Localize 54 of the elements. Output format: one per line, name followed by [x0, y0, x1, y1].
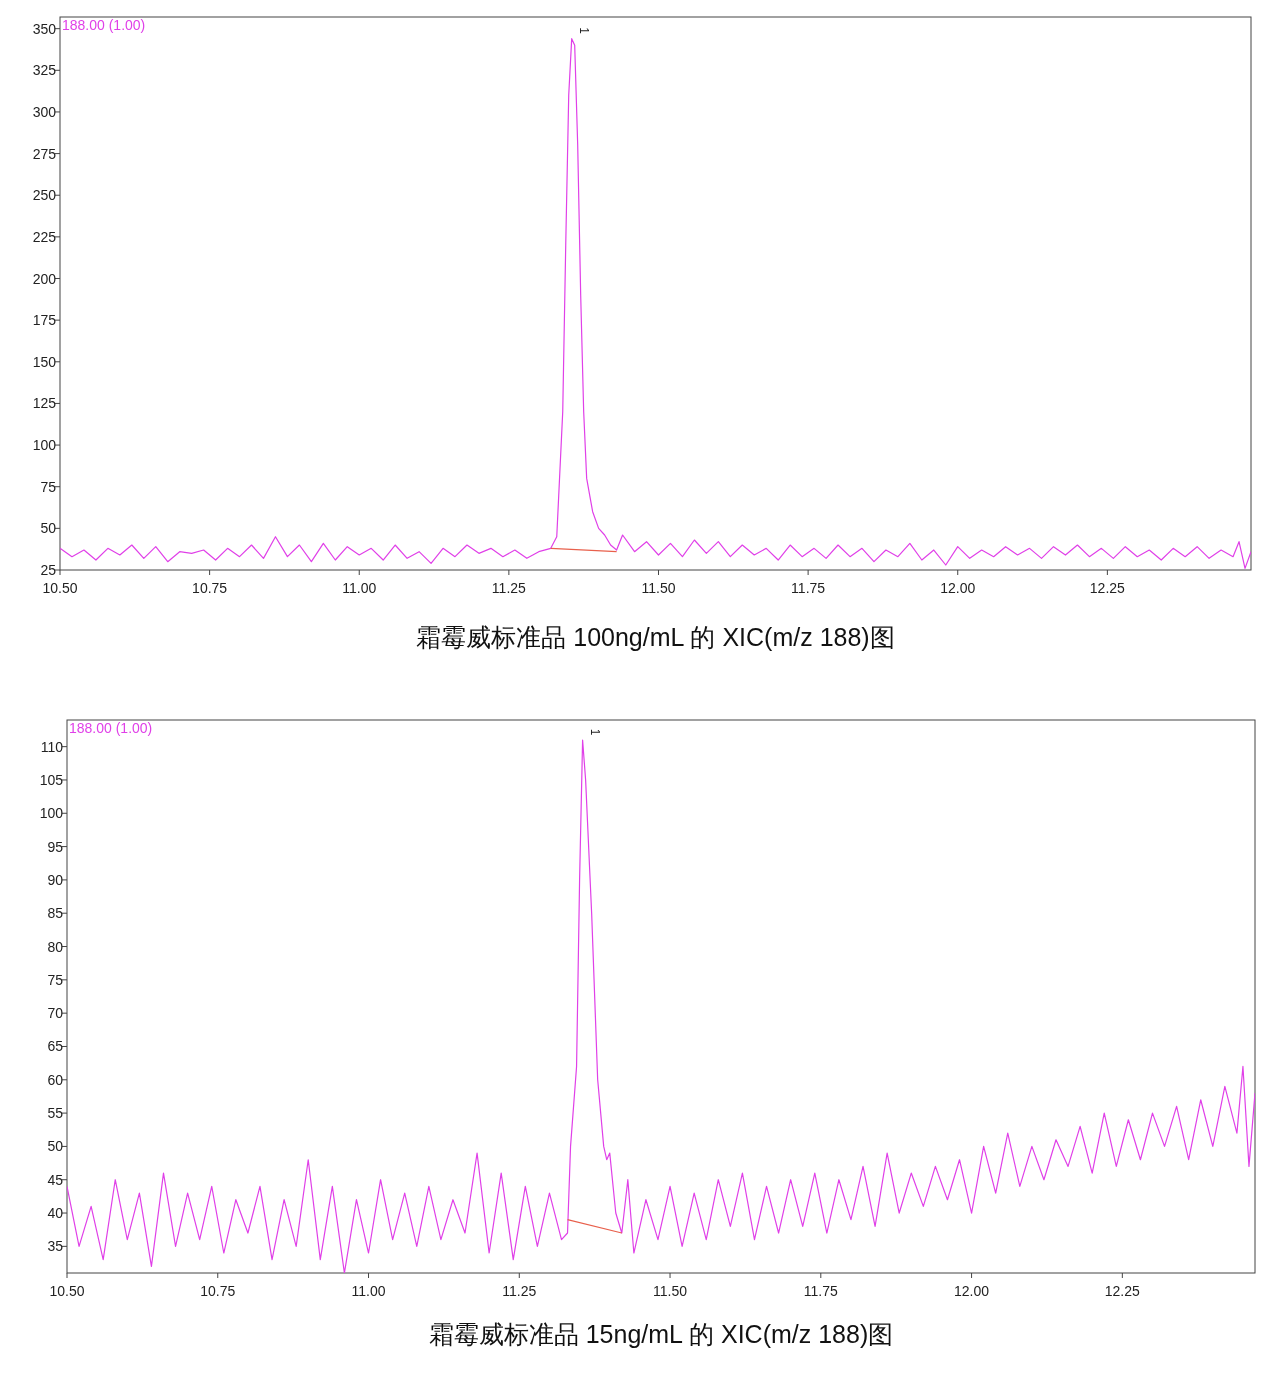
x-tick-label: 11.75 [791, 580, 826, 596]
line-series [60, 38, 1251, 569]
x-tick-label: 12.00 [940, 580, 976, 596]
x-tick-label: 10.50 [42, 580, 78, 596]
y-tick-label: 95 [47, 838, 64, 855]
x-tick-label: 10.75 [200, 1283, 236, 1299]
y-tick-label: 200 [32, 270, 57, 287]
text: 霜霉威标准品 15ng/mL 的 XIC(m/z 188)图 [428, 1320, 894, 1348]
y-tick-label: 275 [32, 145, 57, 162]
x-tick-label: 11.00 [342, 580, 377, 596]
x-tick-label: 11.50 [641, 580, 676, 596]
y-tick-label: 80 [47, 938, 64, 955]
y-tick-label: 125 [32, 395, 57, 412]
x-tick-label: 12.25 [1104, 1283, 1141, 1299]
y-tick-label: 350 [32, 20, 57, 37]
x-tick-label: 12.25 [1089, 580, 1126, 596]
x-tick-label: 11.75 [803, 1283, 839, 1299]
y-tick-label: 45 [47, 1171, 64, 1188]
annotation: 1 [576, 27, 591, 35]
y-tick-label: 90 [47, 871, 64, 888]
y-tick-label: 35 [47, 1238, 64, 1255]
line-series [67, 739, 1255, 1273]
y-tick-label: 150 [32, 353, 57, 370]
y-tick-label: 55 [47, 1105, 64, 1122]
x-tick-label: 11.50 [653, 1283, 688, 1299]
y-tick-label: 40 [47, 1205, 64, 1222]
y-tick-label: 225 [32, 228, 57, 245]
x-tick-label: 12.00 [954, 1283, 990, 1299]
y-tick-label: 105 [39, 771, 64, 788]
y-tick-label: 65 [47, 1038, 64, 1055]
y-tick-label: 110 [40, 738, 64, 755]
y-tick-label: 300 [32, 103, 57, 120]
x-tick-label: 11.25 [502, 1283, 537, 1299]
annotation: 188.00 (1.00) [69, 720, 153, 736]
y-tick-label: 50 [47, 1138, 64, 1155]
y-tick-label: 50 [40, 520, 57, 537]
y-tick-label: 85 [47, 905, 64, 922]
x-tick-label: 10.50 [49, 1283, 85, 1299]
x-tick-label: 10.75 [192, 580, 228, 596]
annotation: 188.00 (1.00) [62, 17, 146, 33]
y-tick-label: 75 [40, 478, 57, 495]
y-tick-label: 325 [32, 62, 57, 79]
y-tick-label: 100 [32, 437, 57, 454]
text: 霜霉威标准品 100ng/mL 的 XIC(m/z 188)图 [416, 623, 895, 651]
x-tick-label: 11.25 [491, 580, 527, 596]
annotation: 1 [587, 728, 602, 736]
y-tick-label: 60 [47, 1071, 64, 1088]
y-tick-label: 100 [39, 805, 64, 822]
y-tick-label: 75 [47, 971, 64, 988]
y-tick-label: 250 [32, 187, 57, 204]
y-tick-label: 175 [32, 312, 57, 329]
x-tick-label: 11.00 [351, 1283, 386, 1299]
y-tick-label: 25 [40, 562, 57, 578]
y-tick-label: 70 [47, 1005, 64, 1022]
